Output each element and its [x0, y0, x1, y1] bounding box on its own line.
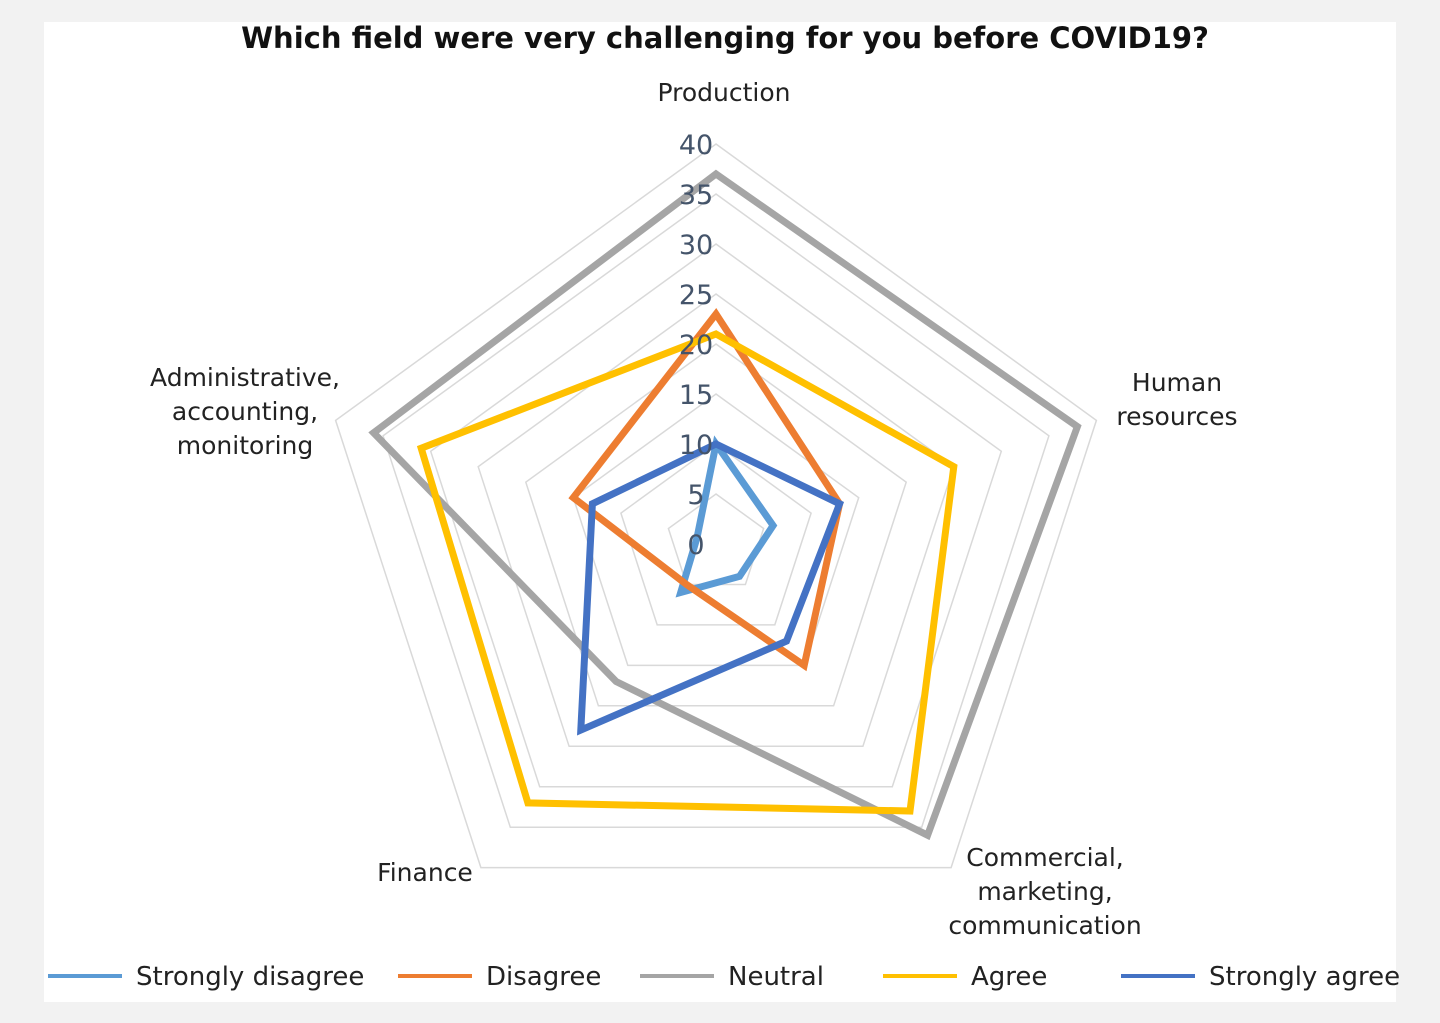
category-label-line: Production: [657, 78, 790, 107]
category-label-line: communication: [948, 911, 1141, 940]
series-line-disagree: [568, 307, 844, 672]
tick-label: 15: [679, 380, 713, 411]
radar-grid: [334, 143, 1098, 869]
category-label-line: monitoring: [177, 431, 313, 460]
legend-label: Strongly disagree: [136, 962, 364, 992]
tick-label: 5: [687, 480, 704, 511]
grid-ring: [477, 293, 955, 748]
category-label-line: marketing,: [977, 877, 1112, 906]
grid-ring: [429, 243, 1003, 788]
grid-ring: [382, 193, 1050, 828]
category-label-line: accounting,: [172, 397, 318, 426]
tick-label: 20: [679, 330, 713, 361]
series-line-agree: [416, 330, 958, 815]
grid-ring: [667, 493, 765, 586]
grid-ring: [524, 343, 908, 707]
tick-label: 40: [679, 130, 713, 161]
category-label: Finance: [377, 858, 473, 887]
category-label: Human resources: [1116, 368, 1237, 431]
tick-label: 35: [679, 180, 713, 211]
category-label-line: Finance: [377, 858, 473, 887]
category-labels: Production Human resources Commercial, marke…: [150, 78, 1238, 940]
legend-label: Strongly agree: [1209, 962, 1400, 992]
tick-label: 10: [679, 430, 713, 461]
series-line-strongly-agree: [577, 440, 845, 736]
category-label-line: Administrative,: [150, 363, 340, 392]
series-line-strongly-disagree: [675, 435, 778, 598]
legend: Strongly disagree Disagree Neutral Agree Str…: [48, 962, 1400, 992]
grid-ring: [572, 393, 860, 667]
tick-label: 0: [687, 530, 704, 561]
tick-label: 30: [679, 230, 713, 261]
category-label-line: Commercial,: [966, 843, 1123, 872]
radial-ticks: 0 5 10 15 20 25 30 35 40: [679, 130, 713, 561]
legend-label: Agree: [971, 962, 1047, 992]
category-label: Production: [657, 78, 790, 107]
series-line-neutral: [368, 169, 1082, 841]
radar-series: [368, 169, 1082, 841]
grid-ring: [334, 143, 1098, 869]
chart-title: Which field were very challenging for yo…: [241, 21, 1209, 55]
category-label-line: resources: [1116, 402, 1237, 431]
category-label: Commercial, marketing, communication: [948, 843, 1141, 940]
category-label-line: Human: [1132, 368, 1222, 397]
legend-label: Disagree: [486, 962, 601, 992]
chart-background: [44, 22, 1396, 1002]
category-label: Administrative, accounting, monitoring: [150, 363, 340, 460]
legend-label: Neutral: [728, 962, 824, 992]
grid-ring: [620, 443, 812, 626]
tick-label: 25: [679, 280, 713, 311]
